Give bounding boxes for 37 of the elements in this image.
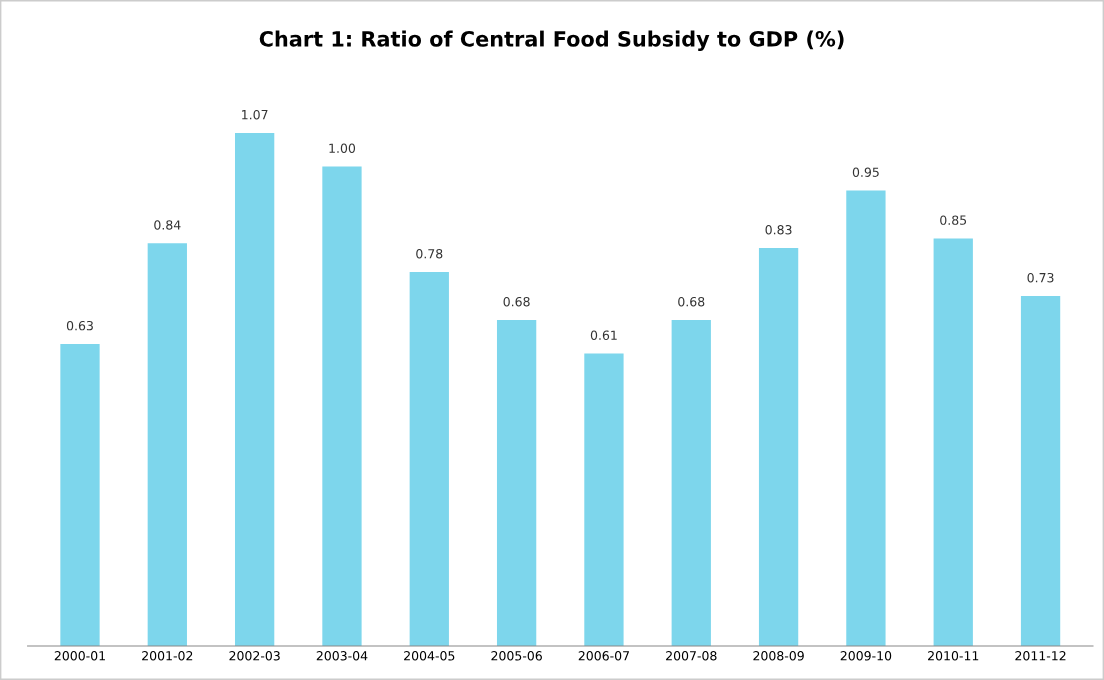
x-tick-label: 2004-05: [404, 651, 455, 661]
data-label: 0.84: [154, 220, 181, 230]
data-label: 0.95: [852, 167, 879, 177]
x-tick-label: 2011-12: [1015, 651, 1066, 661]
data-label: 1.00: [329, 143, 356, 153]
bar: [147, 243, 187, 646]
x-tick-label: 2008-09: [753, 651, 804, 661]
bar: [496, 319, 537, 646]
data-label: 0.83: [765, 225, 792, 235]
data-label: 0.85: [940, 215, 967, 225]
data-label: 0.73: [1027, 272, 1054, 283]
x-tick-label: 2001-02: [142, 651, 193, 661]
x-tick-label: 2005-06: [491, 651, 542, 661]
bar: [60, 343, 100, 646]
bar: [235, 132, 275, 646]
bar: [322, 166, 362, 646]
data-label: 1.07: [242, 109, 268, 120]
x-tick-label: 2007-08: [666, 651, 717, 661]
x-tick-label: 2006-07: [578, 651, 629, 661]
bar: [846, 190, 886, 646]
data-label: 0.61: [590, 330, 617, 340]
bar: [933, 238, 973, 646]
bar: [758, 247, 799, 646]
x-tick-label: 2002-03: [229, 651, 280, 661]
data-label: 0.63: [66, 320, 93, 331]
x-tick-label: 2009-10: [840, 651, 892, 661]
data-label: 0.68: [503, 296, 530, 307]
x-tick-label: 2010-11: [928, 651, 979, 661]
bar: [671, 319, 711, 646]
bar: [409, 271, 449, 646]
x-tick-label: 2003-04: [316, 651, 368, 661]
bar: [584, 353, 624, 646]
data-label: 0.68: [678, 296, 705, 307]
chart-title: Chart 1: Ratio of Central Food Subsidy to GDP (%): [259, 30, 844, 51]
x-tick-label: 2000-01: [54, 651, 105, 661]
bar: [1020, 295, 1061, 646]
data-label: 0.78: [416, 248, 443, 259]
